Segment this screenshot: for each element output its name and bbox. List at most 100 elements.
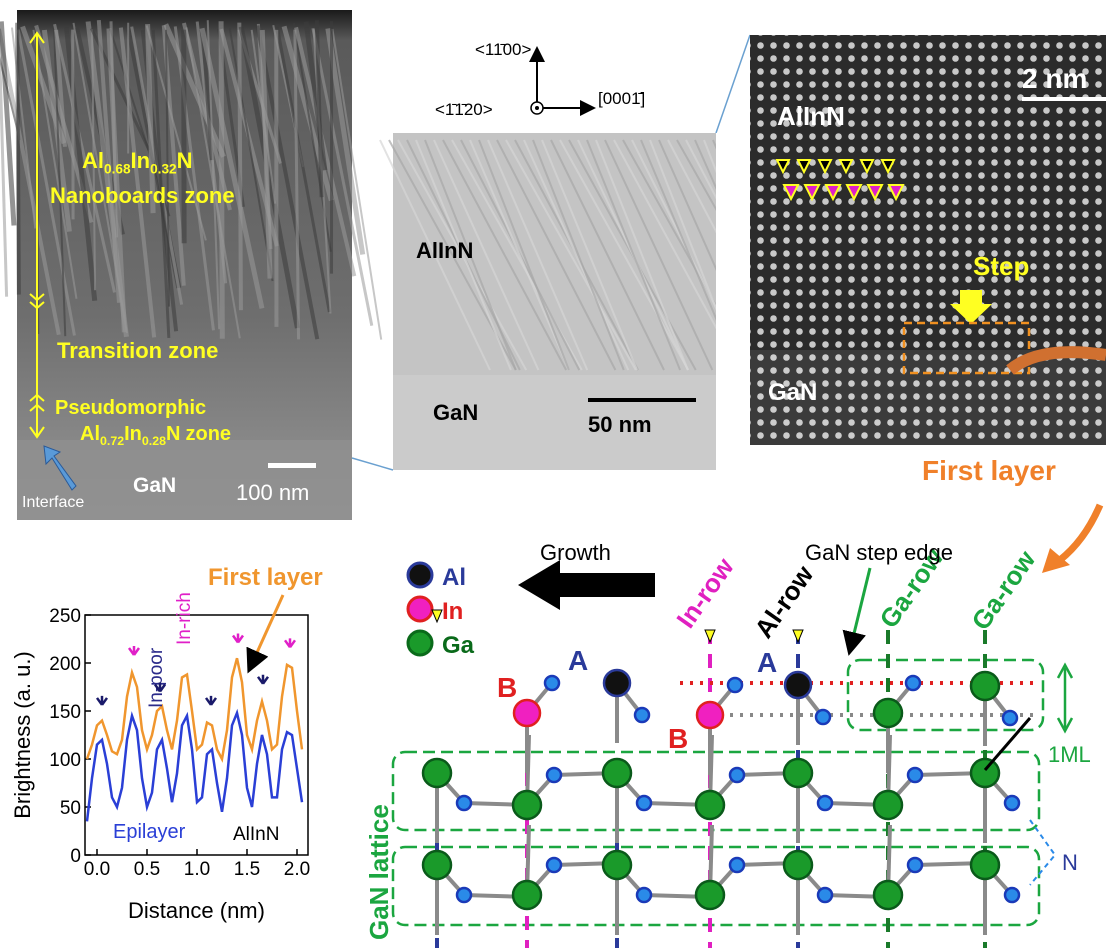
nanoboard-streak — [151, 29, 171, 338]
frame-clip — [716, 133, 750, 473]
al-atom — [602, 668, 632, 698]
formula: Al0.72In0.28N zone — [80, 423, 231, 448]
n-atom — [633, 706, 651, 724]
subscript: 0.68 — [104, 162, 131, 177]
in-atom — [512, 698, 542, 728]
series-line — [85, 657, 304, 763]
marker-open — [859, 159, 875, 175]
connector — [351, 457, 394, 471]
al-atom — [783, 670, 813, 700]
label: 1ML — [1048, 742, 1091, 767]
gan-region — [393, 375, 716, 470]
streak — [415, 139, 512, 371]
first-layer-arrow — [1057, 503, 1104, 563]
n-atom — [816, 886, 834, 904]
label: GaN lattice — [364, 804, 394, 940]
label: In — [442, 598, 463, 625]
ga-atom — [421, 757, 453, 789]
legend-entry: First layer — [208, 564, 323, 591]
peak-arrow — [127, 646, 141, 656]
marker-open — [838, 159, 854, 175]
ga-atom — [872, 879, 904, 911]
n-atom — [455, 794, 473, 812]
streak — [469, 139, 571, 371]
step-edge-link — [983, 717, 1032, 771]
peak-arrow — [231, 633, 245, 644]
nanoboard-streak — [311, 27, 374, 326]
layer-box — [391, 750, 1041, 832]
nanoboard-streak — [63, 26, 98, 302]
n-atom — [728, 856, 746, 874]
n-atom — [455, 886, 473, 904]
legend-entry: Epilayer — [113, 821, 186, 843]
n-atom — [635, 886, 653, 904]
y-tick-label: 250 — [49, 606, 81, 627]
streak — [442, 139, 568, 371]
label: In-row — [670, 552, 740, 634]
nanoboard-streak — [293, 29, 301, 340]
label: B — [497, 672, 517, 703]
bracket-tick — [29, 403, 45, 412]
layer-box — [391, 845, 1041, 927]
legend-swatch — [406, 595, 434, 623]
symbol: N — [177, 148, 193, 173]
symbol: In — [124, 423, 142, 445]
streak — [424, 139, 517, 371]
n-atom — [1003, 794, 1021, 812]
nanoboard-streak — [314, 20, 324, 198]
bracket-tick — [29, 301, 45, 310]
label: Nanoboards zone — [50, 183, 235, 208]
legend-swatch — [406, 629, 434, 657]
ga-atom — [511, 879, 543, 911]
nanoboard-streak — [52, 25, 67, 337]
ga-atom — [782, 757, 814, 789]
nanoboard-streak — [163, 23, 226, 158]
label: 100 nm — [236, 480, 309, 505]
label: Step — [973, 251, 1029, 281]
n-atom — [1001, 709, 1019, 727]
formula: Al0.68In0.32N — [82, 148, 193, 177]
n-atom — [816, 794, 834, 812]
peak-arrow — [95, 695, 109, 706]
label: GaN step edge — [805, 540, 953, 565]
label: GaN — [133, 474, 176, 497]
x-tick-label: 1.5 — [234, 859, 260, 880]
ga-atom — [601, 849, 633, 881]
streak — [550, 139, 665, 371]
marker-filled — [866, 184, 884, 202]
peak-arrow — [283, 638, 297, 649]
first-layer-arrow — [1006, 346, 1106, 375]
bracket-arrow — [29, 31, 45, 44]
label: 2 nm — [1022, 63, 1087, 94]
streak — [604, 139, 714, 371]
streak — [397, 139, 528, 371]
marker-open — [880, 159, 896, 175]
y-axis-label: Brightness (a. u.) — [10, 651, 35, 819]
label: AlInN — [777, 101, 845, 131]
streak — [496, 139, 617, 371]
n-atom — [545, 856, 563, 874]
axis-out-dot — [535, 106, 539, 110]
symbol: Al — [80, 423, 100, 445]
label: GaN — [768, 379, 817, 406]
n-atom — [728, 766, 746, 784]
gan-region — [17, 440, 352, 520]
nanoboard-streak — [275, 24, 331, 313]
site-marker — [431, 609, 443, 624]
n-atom — [545, 766, 563, 784]
streak — [505, 139, 637, 371]
y-tick-label: 100 — [49, 750, 81, 771]
nanoboard-streak — [15, 22, 21, 295]
n-atom — [726, 676, 744, 694]
nanoboard-streak — [109, 21, 119, 238]
nanoboard-streak — [96, 19, 121, 303]
symbol: N — [166, 423, 180, 445]
ga-atom — [421, 849, 453, 881]
marker-open — [817, 159, 833, 175]
streak — [433, 139, 540, 371]
scale-bar — [588, 398, 696, 402]
nanoboard-streak — [228, 27, 274, 282]
n-atom — [543, 674, 561, 692]
annotation: AlInN — [233, 824, 279, 845]
